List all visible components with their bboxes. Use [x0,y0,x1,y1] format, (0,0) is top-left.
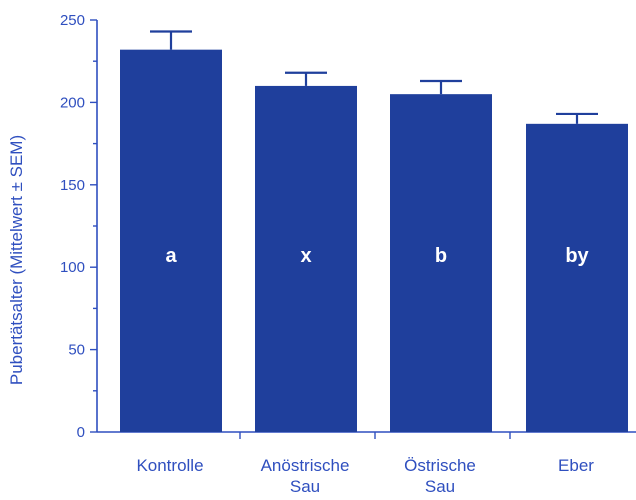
y-tick-label: 0 [77,424,85,441]
x-category-label: Anöstrische [261,456,350,475]
bar-significance-label: a [165,245,177,267]
bar-significance-label: b [435,245,447,267]
bar [390,94,492,432]
bar [120,49,222,432]
y-tick-label: 50 [68,342,85,359]
plot-area: 0 50 100 150 200 250 a Kontrolle x Anöstrische Sau… [60,12,636,496]
bar [255,85,357,433]
bar [526,123,628,432]
y-tick-label: 100 [60,259,85,276]
bar-significance-label: by [565,245,589,267]
y-tick-label: 150 [60,177,85,194]
y-axis-label: Pubertätsalter (Mittelwert ± SEM) [7,135,26,385]
y-tick-label: 200 [60,94,85,111]
bar-significance-label: x [300,245,311,267]
x-category-label: Kontrolle [136,456,203,475]
x-category-label: Sau [425,477,455,496]
x-category-label: Östrische [404,456,476,475]
x-category-label: Eber [558,456,594,475]
x-category-label: Sau [290,477,320,496]
y-tick-label: 250 [60,12,85,29]
